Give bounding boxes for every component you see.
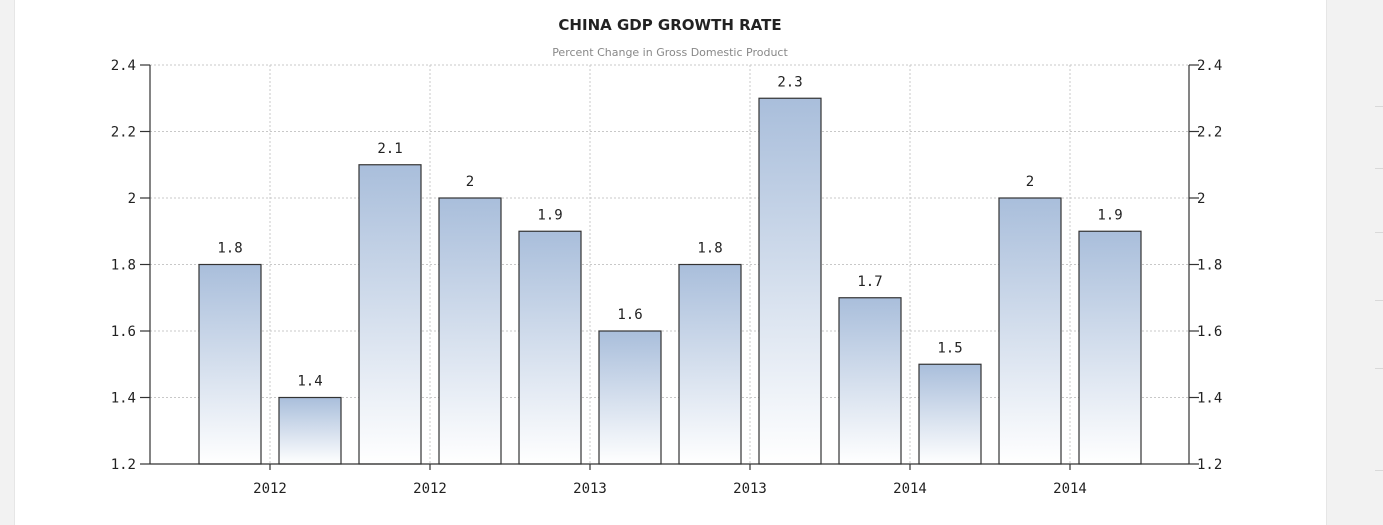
side-divider: [1375, 300, 1383, 301]
y-tick-label-right: 1.2: [1197, 457, 1222, 473]
data-label: 1.8: [697, 241, 722, 257]
y-tick-label-left: 2: [128, 191, 136, 207]
side-divider: [1375, 168, 1383, 169]
y-tick-label-left: 1.4: [111, 391, 136, 407]
side-divider: [1375, 470, 1383, 471]
side-divider: [1375, 106, 1383, 107]
bar: [918, 363, 982, 465]
data-label: 2.1: [377, 141, 402, 157]
side-strip: [1340, 0, 1383, 525]
labels-group: 1.8 1.4 2.1 2 1.9 1.6 1.8 2.3 1.7 1.5 2 1.9 1.2 1.2 1.…: [111, 58, 1223, 497]
x-tick-label: 2012: [253, 481, 287, 497]
bar: [598, 330, 662, 465]
y-tick-label-left: 1.6: [111, 324, 136, 340]
x-tick-label: 2012: [413, 481, 447, 497]
y-tick-label-right: 1.4: [1197, 391, 1222, 407]
bar: [278, 396, 342, 465]
bars-group: [198, 97, 1142, 465]
data-label: 1.5: [937, 340, 962, 356]
x-tick-label: 2013: [573, 481, 607, 497]
bar: [758, 97, 822, 465]
y-tick-label-left: 1.2: [111, 457, 136, 473]
data-label: 1.9: [1097, 207, 1122, 223]
side-divider: [1375, 368, 1383, 369]
bar: [678, 263, 742, 465]
chart-subtitle: Percent Change in Gross Domestic Product: [552, 46, 788, 59]
bar: [198, 263, 262, 465]
bar: [438, 197, 502, 465]
bar: [998, 197, 1062, 465]
y-tick-label-left: 2.4: [111, 58, 136, 74]
data-label: 1.4: [297, 374, 322, 390]
x-tick-label: 2014: [893, 481, 927, 497]
x-tick-label: 2013: [733, 481, 767, 497]
data-label: 1.7: [857, 274, 882, 290]
data-label: 2.3: [777, 74, 802, 90]
y-tick-label-right: 2.4: [1197, 58, 1222, 74]
y-tick-label-right: 2.2: [1197, 125, 1222, 141]
chart-title: CHINA GDP GROWTH RATE: [558, 16, 781, 34]
y-tick-label-left: 2.2: [111, 125, 136, 141]
y-tick-label-right: 2: [1197, 191, 1205, 207]
y-tick-label-left: 1.8: [111, 258, 136, 274]
y-tick-label-right: 1.6: [1197, 324, 1222, 340]
data-label: 2: [1026, 174, 1034, 190]
data-label: 1.9: [537, 207, 562, 223]
data-label: 2: [466, 174, 474, 190]
side-divider: [1375, 232, 1383, 233]
bar: [838, 297, 902, 465]
data-label: 1.6: [617, 307, 642, 323]
axes-group: [140, 64, 1199, 470]
x-tick-label: 2014: [1053, 481, 1087, 497]
bar: [358, 164, 422, 465]
bar: [1078, 230, 1142, 465]
y-tick-label-right: 1.8: [1197, 258, 1222, 274]
bar: [518, 230, 582, 465]
data-label: 1.8: [217, 241, 242, 257]
